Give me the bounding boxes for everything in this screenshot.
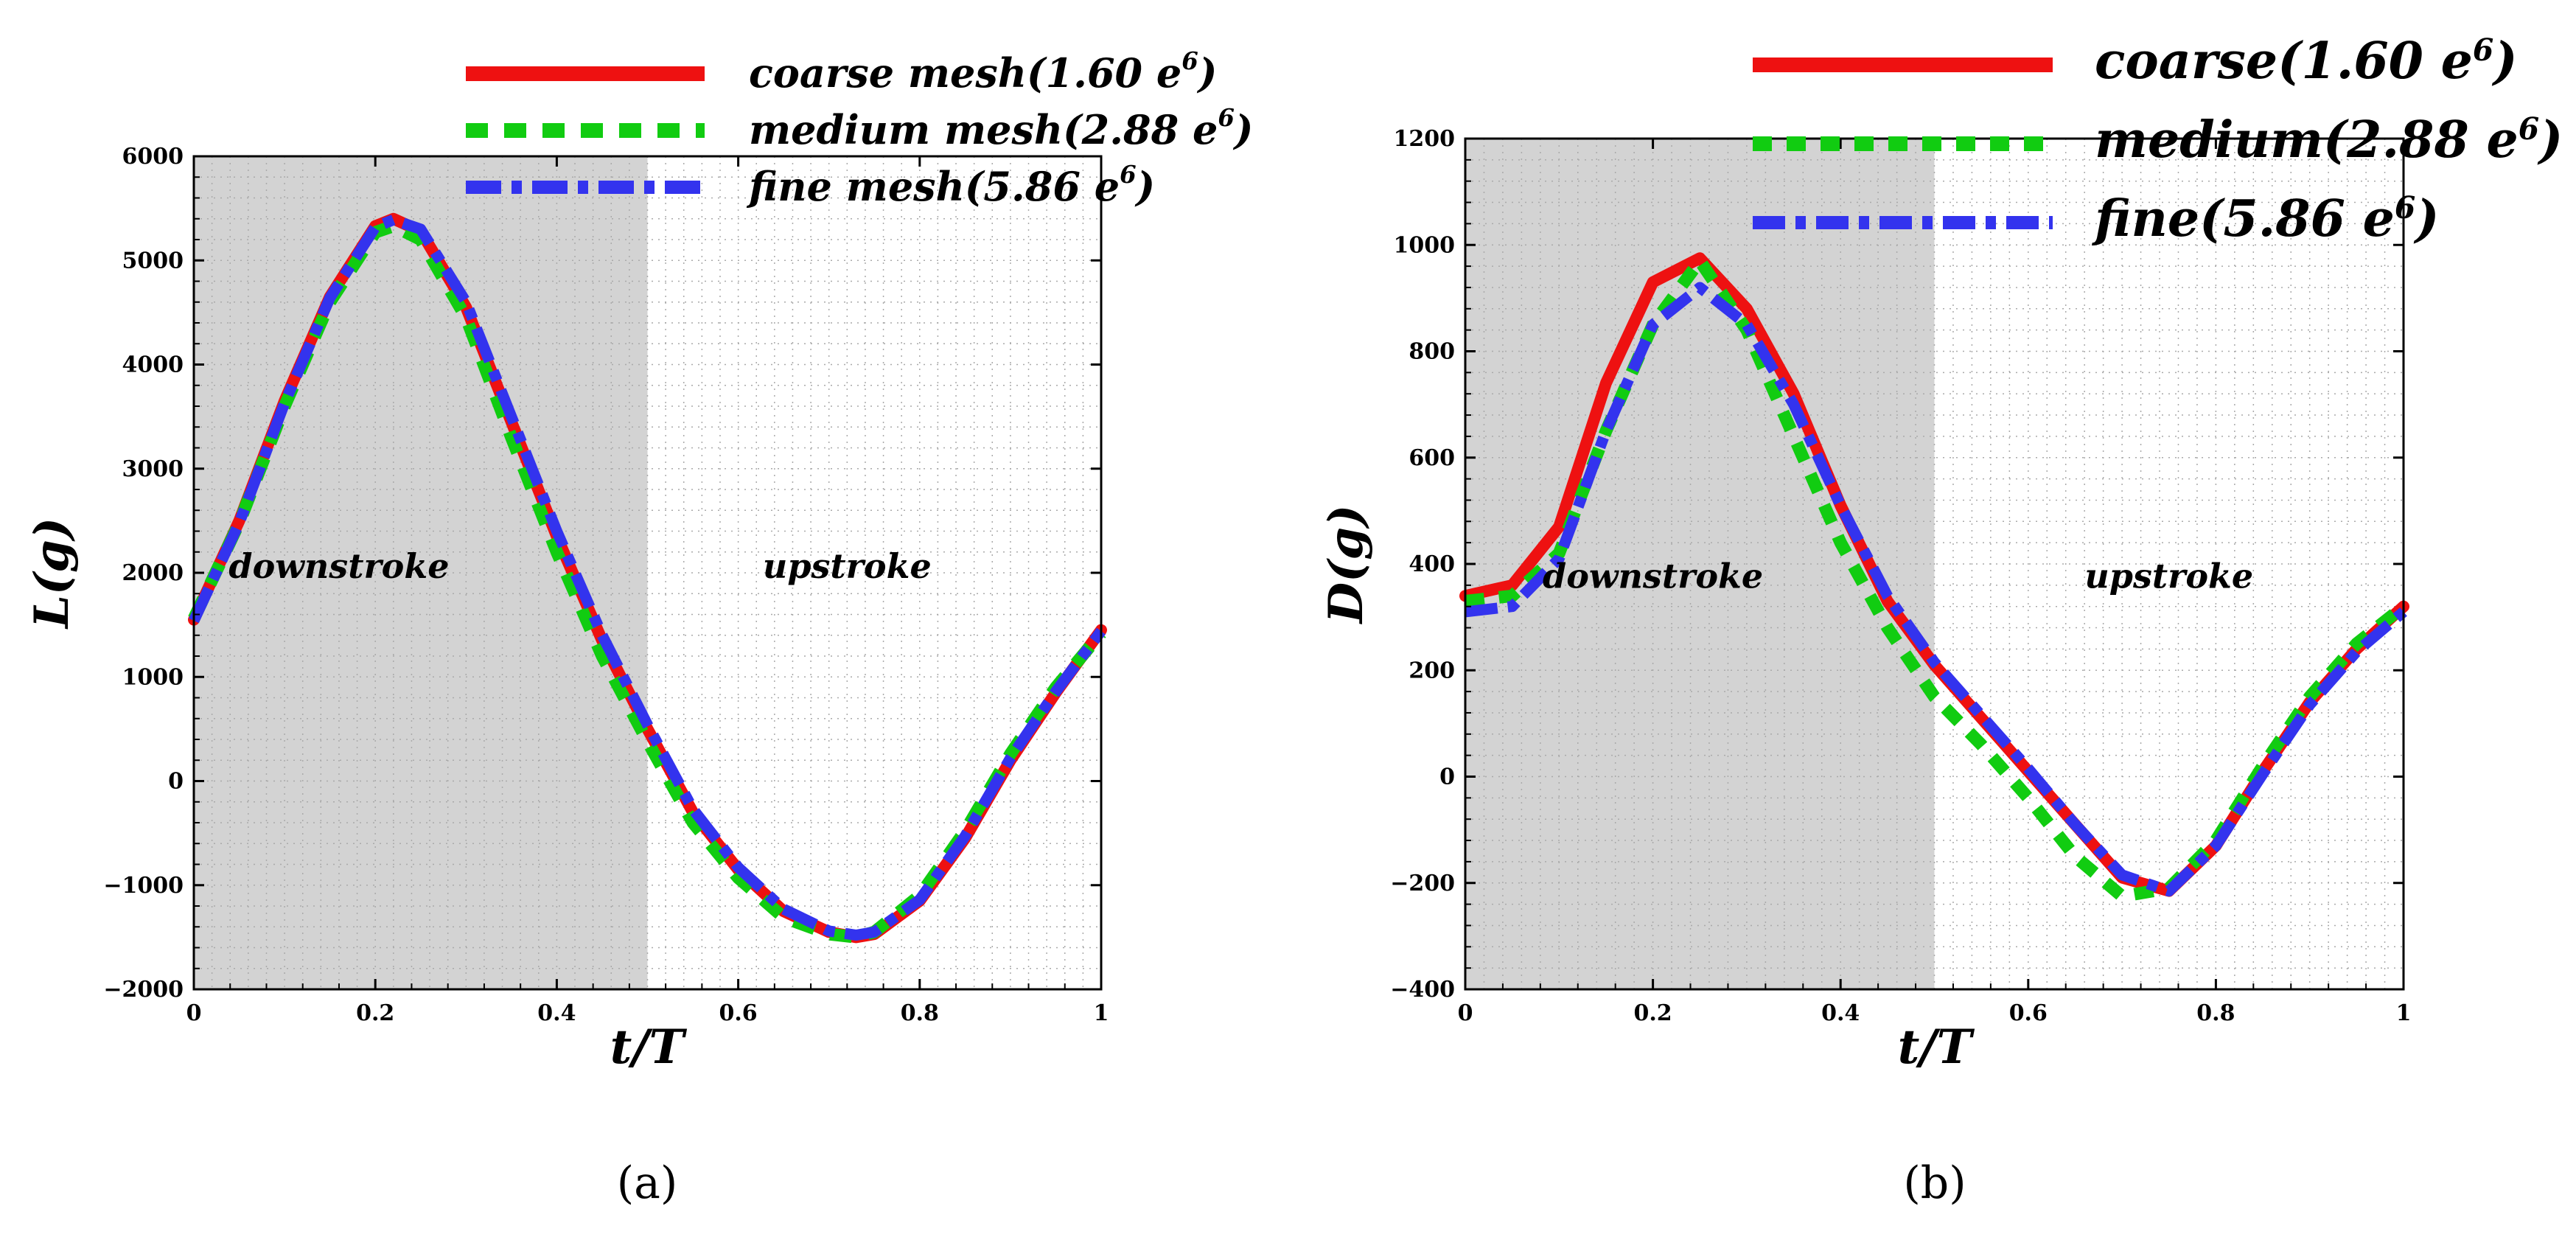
legend-label: medium(2.88 e6) [2095, 111, 2563, 170]
y-tick-label: 0 [168, 769, 184, 795]
legend-label-text: fine mesh(5.86 e [746, 163, 1120, 210]
y-tick-label: 800 [1409, 339, 1455, 365]
legend-label: medium mesh(2.88 e6) [749, 104, 1253, 153]
x-tick-label: 0.4 [537, 1000, 576, 1026]
series-line-dashed [1465, 254, 2408, 903]
legend-label-exponent: 6 [2473, 32, 2493, 68]
y-tick-label: 1200 [1394, 126, 1456, 152]
legend-label-close: ) [1196, 49, 1218, 97]
legend-label-close: ) [1232, 106, 1254, 153]
legend-label-close: ) [1134, 163, 1156, 210]
y-tick-label: 0 [1439, 764, 1455, 790]
y-tick-label: 5000 [122, 248, 184, 273]
y-tick-label: 1000 [122, 664, 184, 690]
x-tick-label: 0.6 [719, 1000, 757, 1026]
legend: coarse mesh(1.60 e6)medium mesh(2.88 e6)… [466, 47, 1253, 210]
legend-label: fine mesh(5.86 e6) [746, 161, 1155, 210]
legend-label: coarse(1.60 e6) [2095, 32, 2518, 91]
legend-label-text: coarse mesh(1.60 e [749, 49, 1181, 97]
y-tick-label: 200 [1409, 658, 1455, 683]
x-tick-label: 1 [1094, 1000, 1109, 1026]
legend-label-exponent: 6 [1218, 104, 1235, 132]
series-line-dashdot [189, 214, 1106, 941]
y-axis-label: L(g) [24, 518, 80, 630]
series-line-dashdot [1465, 282, 2407, 897]
x-tick-label: 0.4 [1821, 1000, 1860, 1026]
y-tick-label: 4000 [122, 352, 184, 378]
x-axis-label: t/T [610, 1020, 688, 1075]
annotation-downstroke: downstroke [1543, 556, 1763, 596]
x-tick-label: 0 [186, 1000, 202, 1026]
legend-label-close: ) [2413, 189, 2439, 248]
y-tick-label: −400 [1390, 977, 1455, 1003]
legend-label-exponent: 6 [1120, 161, 1137, 189]
y-tick-label: 2000 [122, 560, 184, 586]
legend-label-close: ) [2491, 32, 2517, 91]
x-tick-label: 0 [1458, 1000, 1473, 1026]
shaded-region-downstroke [1465, 139, 1935, 989]
legend-label-exponent: 6 [2519, 111, 2539, 147]
annotation-upstroke: upstroke [763, 546, 932, 586]
legend-label-close: ) [2537, 111, 2563, 170]
y-tick-label: 400 [1409, 551, 1455, 577]
legend-label: coarse mesh(1.60 e6) [749, 47, 1217, 97]
legend-label-text: medium mesh(2.88 e [749, 106, 1218, 153]
legend-label-text: medium(2.88 e [2095, 111, 2519, 170]
panel-label: (a) [617, 1157, 678, 1209]
x-tick-label: 1 [2396, 1000, 2412, 1026]
annotation-upstroke: upstroke [2084, 556, 2253, 596]
y-tick-label: 3000 [122, 456, 184, 482]
legend-label-exponent: 6 [1181, 47, 1198, 75]
y-tick-label: 600 [1409, 445, 1455, 471]
y-tick-label: −200 [1390, 871, 1455, 896]
panel-label: (b) [1903, 1157, 1966, 1209]
x-tick-label: 0.2 [1633, 1000, 1672, 1026]
legend-label-text: fine(5.86 e [2091, 189, 2395, 248]
x-tick-label: 0.2 [356, 1000, 394, 1026]
y-axis-label: D(g) [1319, 505, 1374, 625]
x-tick-label: 0.6 [2009, 1000, 2048, 1026]
y-tick-label: 6000 [122, 144, 184, 170]
x-tick-label: 0.8 [2196, 1000, 2235, 1026]
legend-label-text: coarse(1.60 e [2095, 32, 2473, 91]
y-tick-label: −1000 [103, 873, 184, 899]
x-axis-label: t/T [1898, 1020, 1975, 1075]
y-tick-label: 1000 [1394, 232, 1456, 258]
legend: coarse(1.60 e6)medium(2.88 e6)fine(5.86 … [1753, 32, 2563, 248]
legend-label: fine(5.86 e6) [2091, 189, 2439, 248]
y-tick-label: −2000 [103, 977, 184, 1003]
annotation-downstroke: downstroke [228, 546, 449, 586]
legend-label-exponent: 6 [2395, 190, 2415, 226]
x-tick-label: 0.8 [901, 1000, 939, 1026]
